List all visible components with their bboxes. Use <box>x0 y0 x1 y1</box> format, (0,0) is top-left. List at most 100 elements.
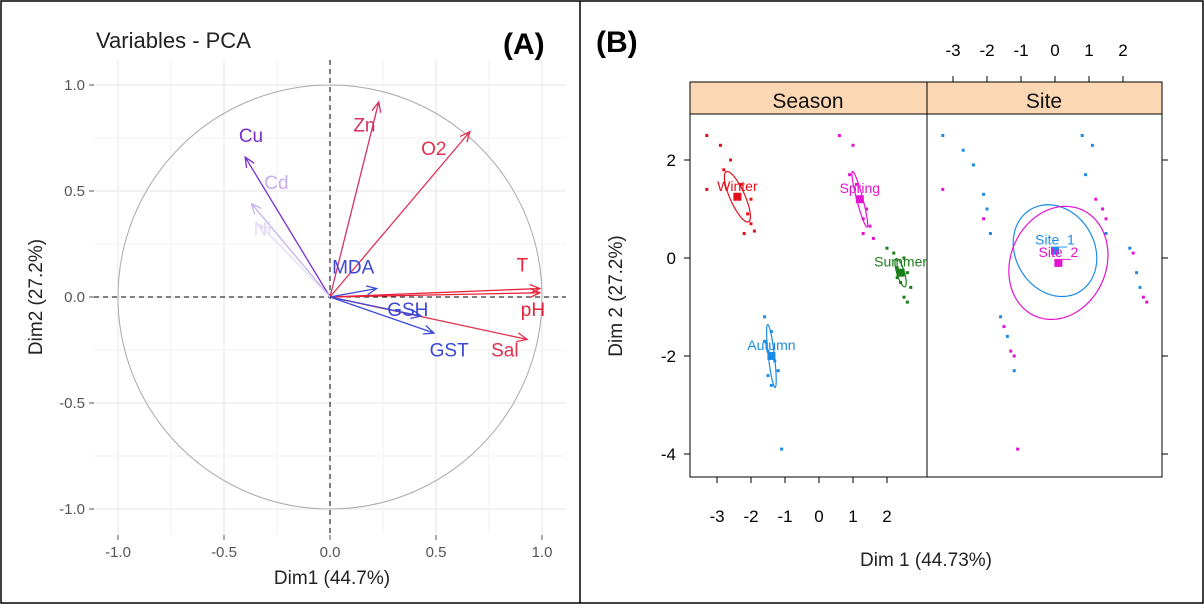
season-centroid <box>767 352 776 360</box>
arrowhead-cu <box>244 155 255 169</box>
site-point <box>1012 354 1016 358</box>
top-tick-label: -1 <box>1013 41 1028 60</box>
variable-ph: pH <box>329 287 545 321</box>
site-ellipse <box>1008 205 1109 321</box>
x-tick-label: 0 <box>814 507 823 526</box>
label-sal: Sal <box>491 340 518 361</box>
arrowhead-ni <box>258 223 271 236</box>
top-tick-label: 2 <box>1118 41 1127 60</box>
x-tick-label: 1.0 <box>532 544 553 561</box>
top-tick-label: -3 <box>945 41 960 60</box>
season-point <box>861 232 865 235</box>
season-point <box>766 374 770 378</box>
season-point <box>722 168 726 172</box>
season-point <box>749 197 753 201</box>
label-t: T <box>517 256 529 277</box>
season-point <box>854 183 858 186</box>
site-panel-frame <box>926 113 1163 478</box>
season-point <box>895 266 899 270</box>
season-point <box>742 232 746 235</box>
site-point <box>941 187 945 191</box>
y-tick-label: 2 <box>667 151 676 170</box>
arrow-o2 <box>329 131 471 298</box>
panel-b-top-ticks: -3 -2 -1 0 1 2 <box>945 41 1128 82</box>
season-point <box>769 383 773 387</box>
site-group-site-1: Site_1 <box>941 134 1142 373</box>
season-point <box>752 229 756 233</box>
x-tick-label: 1 <box>848 507 857 526</box>
site-point <box>982 192 986 196</box>
label-cu: Cu <box>239 126 263 147</box>
season-point <box>776 369 780 373</box>
season-point <box>865 207 869 211</box>
panel-a-y-axis-label: Dim2 (27.2%) <box>26 239 47 355</box>
top-tick-label: -2 <box>979 41 994 60</box>
arrowhead-t <box>529 283 542 294</box>
season-point <box>769 330 773 333</box>
site-point <box>1090 143 1094 147</box>
season-label-winter: Winter <box>717 178 758 194</box>
season-point <box>746 212 750 216</box>
label-ph: pH <box>521 300 545 321</box>
arrowhead-o2 <box>459 130 471 143</box>
arrowhead-ph <box>529 287 542 299</box>
site-point <box>1138 285 1142 289</box>
season-centroid <box>896 268 905 277</box>
arrowhead-sal <box>516 332 529 343</box>
site-point <box>1104 232 1108 235</box>
y-tick-label: 1.0 <box>64 77 85 94</box>
x-tick-label: -3 <box>709 507 724 526</box>
site-centroid <box>1054 258 1063 267</box>
season-point <box>837 134 841 137</box>
site-centroid <box>1051 246 1059 255</box>
site-point <box>961 148 965 152</box>
site-label-site-2: Site_2 <box>1039 244 1079 260</box>
top-tick-label: 0 <box>1050 41 1059 60</box>
site-point <box>988 232 992 235</box>
arrowhead-gst <box>422 325 436 335</box>
y-tick-label: -0.5 <box>59 395 85 412</box>
arrow-ni <box>259 224 331 298</box>
variable-cu: Cu <box>239 126 331 298</box>
season-centroid <box>733 192 742 201</box>
x-tick-label: -0.5 <box>211 544 237 561</box>
y-tick-label: -4 <box>661 445 676 464</box>
strip-season <box>689 81 928 115</box>
site-point <box>1002 325 1006 329</box>
season-point <box>905 300 909 304</box>
arrow-zn <box>329 101 380 298</box>
site-point <box>1101 207 1105 211</box>
variable-t: T <box>329 256 542 298</box>
panel-a-ticks: -1.0 -0.5 0.0 0.5 1.0 -1.0 -0.5 0.0 0.5 1.0 <box>59 77 552 561</box>
arrowhead-gsh <box>410 309 423 320</box>
arrowhead-cd <box>250 202 262 215</box>
panel-b-letter: (B) <box>596 26 638 59</box>
season-point <box>902 256 906 260</box>
x-tick-label: 0.0 <box>320 544 341 561</box>
arrow-gsh <box>329 296 422 317</box>
site-point <box>982 217 986 221</box>
top-tick-label: 1 <box>1084 41 1093 60</box>
season-point <box>851 143 855 147</box>
panel-a: -1.0 -0.5 0.0 0.5 1.0 -1.0 -0.5 0.0 0.5 1.0 Zn O2 C… <box>26 28 566 589</box>
season-point <box>868 224 872 228</box>
variable-gsh: GSH <box>329 296 428 321</box>
strip-site-label: Site <box>1026 90 1062 113</box>
panel-b-ticks: -3 -2 -1 0 1 2 -4 -2 0 2 <box>661 151 1168 526</box>
label-cd: Cd <box>264 173 288 194</box>
season-centroid <box>855 195 864 204</box>
label-o2: O2 <box>421 139 446 160</box>
strip-site <box>926 81 1163 115</box>
arrow-cu <box>244 156 331 298</box>
y-tick-label: -2 <box>661 347 676 366</box>
site-point <box>971 163 975 167</box>
y-tick-label: 0 <box>667 249 676 268</box>
site-point <box>1094 197 1098 201</box>
panel-a-x-axis-label: Dim1 (44.7%) <box>274 568 390 589</box>
season-group-spring: Spring <box>837 134 880 240</box>
season-group-summer: Summer <box>874 246 927 304</box>
site-point <box>1145 300 1149 304</box>
variable-cd: Cd <box>250 173 331 298</box>
x-tick-label: -2 <box>743 507 758 526</box>
